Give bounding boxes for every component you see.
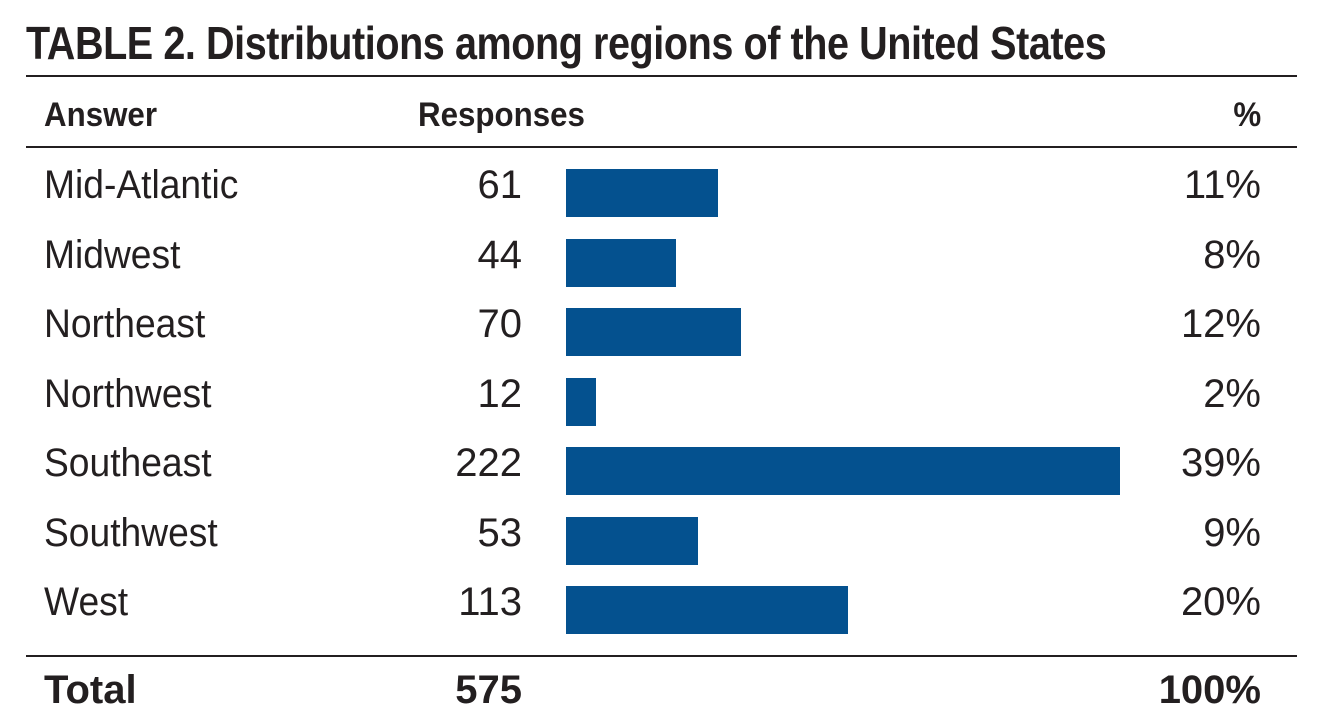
total-percent: 100% [1158,668,1261,712]
row-label: Southwest [44,510,218,555]
row-label: Northwest [44,371,212,416]
table-row: Mid-Atlantic 61 11% [0,155,1325,224]
header-rule [26,146,1297,148]
responses-header: Responses [418,96,585,134]
row-label: Northeast [44,302,206,346]
row-label: Midwest [44,232,181,277]
bar-west [566,586,848,634]
answer-header: Answer [44,96,158,134]
total-count: 575 [455,668,522,712]
row-percent: 2% [1203,371,1261,416]
bar-mid-atlantic [566,169,718,217]
row-percent: 20% [1180,580,1261,624]
row-count: 12 [477,371,523,416]
bar-northwest [566,377,596,426]
table-row: Northeast 70 12% [0,294,1325,363]
row-count: 70 [477,302,523,346]
row-percent: 8% [1203,232,1261,277]
table-row: Midwest 44 8% [0,225,1325,294]
bar-southeast [566,447,1120,495]
bar-northeast [566,308,741,356]
row-percent: 11% [1183,163,1261,207]
row-label: Southeast [44,441,212,485]
row-count: 53 [477,510,523,555]
table-row: Southeast 222 39% [0,433,1325,502]
row-count: 222 [455,441,522,485]
table-row: Southwest 53 9% [0,503,1325,572]
total-label: Total [44,668,137,712]
table-title: TABLE 2. Distributions among regions of … [26,17,1107,69]
row-percent: 9% [1203,510,1261,555]
table-row: West 113 20% [0,572,1325,641]
bar-southwest [566,516,698,565]
row-percent: 39% [1180,441,1261,485]
row-count: 44 [477,232,523,277]
row-label: Mid-Atlantic [44,163,239,207]
row-label: West [44,580,129,624]
row-count: 113 [458,580,522,624]
percent-header: % [1233,96,1261,134]
total-rule [26,655,1297,657]
top-rule [26,75,1297,77]
table-row: Northwest 12 2% [0,364,1325,433]
row-count: 61 [477,163,523,207]
bar-midwest [566,238,676,287]
row-percent: 12% [1180,302,1261,346]
